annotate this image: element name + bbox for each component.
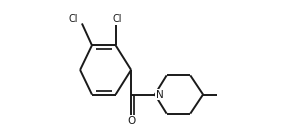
Text: Cl: Cl <box>69 14 78 24</box>
Text: N: N <box>156 90 163 99</box>
Text: Cl: Cl <box>113 14 122 24</box>
Text: O: O <box>127 116 135 126</box>
